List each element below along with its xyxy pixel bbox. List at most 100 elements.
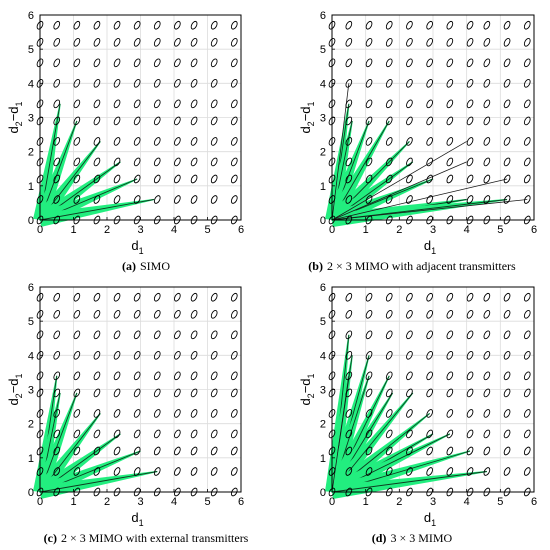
data-point xyxy=(385,310,393,319)
data-point xyxy=(210,487,218,497)
data-point xyxy=(113,99,121,109)
data-point xyxy=(385,429,393,439)
data-point xyxy=(345,99,353,109)
data-point xyxy=(36,157,44,167)
data-point xyxy=(190,20,198,30)
data-point xyxy=(36,292,44,302)
data-point xyxy=(503,446,511,456)
data-point xyxy=(483,58,491,68)
x-tick-label: 4 xyxy=(171,224,177,236)
x-tick-label: 1 xyxy=(363,224,369,236)
data-point xyxy=(345,20,353,30)
data-point xyxy=(466,116,474,126)
data-point xyxy=(174,330,181,340)
data-point xyxy=(406,215,413,225)
data-point xyxy=(210,99,218,109)
data-point xyxy=(93,79,101,88)
data-point xyxy=(36,58,44,68)
data-point xyxy=(210,371,218,381)
data-point xyxy=(53,79,61,88)
data-point xyxy=(523,195,531,204)
data-point xyxy=(53,20,61,30)
data-point xyxy=(93,446,101,456)
data-point xyxy=(210,116,218,126)
x-axis-label-main: d xyxy=(131,510,138,525)
data-point xyxy=(523,174,531,184)
data-point xyxy=(153,446,161,456)
data-point xyxy=(483,137,491,146)
data-point xyxy=(36,429,44,439)
data-point xyxy=(190,310,198,319)
data-point xyxy=(190,409,198,418)
data-point xyxy=(385,409,393,418)
data-point xyxy=(133,330,141,340)
data-point xyxy=(210,310,218,319)
data-point xyxy=(230,429,238,439)
data-point xyxy=(365,310,373,319)
data-point xyxy=(466,174,474,184)
y-tick-label: 1 xyxy=(320,453,326,465)
data-point xyxy=(36,195,44,204)
y-axis-label-sub-a: 2 xyxy=(306,121,316,126)
data-point xyxy=(426,351,433,360)
data-point xyxy=(93,388,101,398)
data-point xyxy=(113,20,121,30)
data-point xyxy=(446,116,454,126)
data-point xyxy=(345,409,353,418)
y-tick-label: 2 xyxy=(28,419,34,431)
data-point xyxy=(230,38,238,47)
data-point xyxy=(426,371,433,381)
data-point xyxy=(406,371,413,381)
data-point xyxy=(406,330,413,340)
data-point xyxy=(426,195,433,204)
data-point xyxy=(153,388,161,398)
data-point xyxy=(230,215,238,225)
data-point xyxy=(210,79,218,88)
data-point xyxy=(523,351,531,360)
data-point xyxy=(93,429,101,439)
data-point xyxy=(328,429,336,439)
data-point xyxy=(345,388,353,398)
data-point xyxy=(93,20,101,30)
data-point xyxy=(153,38,161,47)
data-point xyxy=(406,409,413,418)
data-point xyxy=(365,20,373,30)
data-point xyxy=(53,487,61,497)
data-point xyxy=(483,116,491,126)
data-point xyxy=(174,58,181,68)
data-point xyxy=(523,116,531,126)
ray-wedge xyxy=(325,120,390,224)
data-point xyxy=(365,371,373,381)
data-point xyxy=(523,310,531,319)
data-point xyxy=(93,215,101,225)
data-point xyxy=(446,429,454,439)
data-point xyxy=(328,137,336,146)
data-point xyxy=(230,351,238,360)
data-point xyxy=(93,157,101,167)
data-point xyxy=(328,58,336,68)
data-point xyxy=(133,20,141,30)
data-point xyxy=(53,409,61,418)
data-point xyxy=(133,137,141,146)
y-axis-label-sub-b: 1 xyxy=(306,101,316,106)
data-point xyxy=(174,38,181,47)
data-point xyxy=(446,310,454,319)
data-point xyxy=(153,137,161,146)
data-point xyxy=(153,310,161,319)
y-axis-label: d2−d1 xyxy=(6,373,24,405)
data-point xyxy=(483,429,491,439)
data-point xyxy=(210,409,218,418)
data-point xyxy=(174,292,181,302)
data-point xyxy=(174,79,181,88)
data-point xyxy=(153,351,161,360)
data-point xyxy=(328,409,336,418)
y-tick-label: 4 xyxy=(28,350,34,362)
data-point xyxy=(385,157,393,167)
data-point xyxy=(385,20,393,30)
data-point xyxy=(174,116,181,126)
data-point xyxy=(53,116,61,126)
data-point xyxy=(133,215,141,225)
y-tick-label: 0 xyxy=(320,215,326,227)
